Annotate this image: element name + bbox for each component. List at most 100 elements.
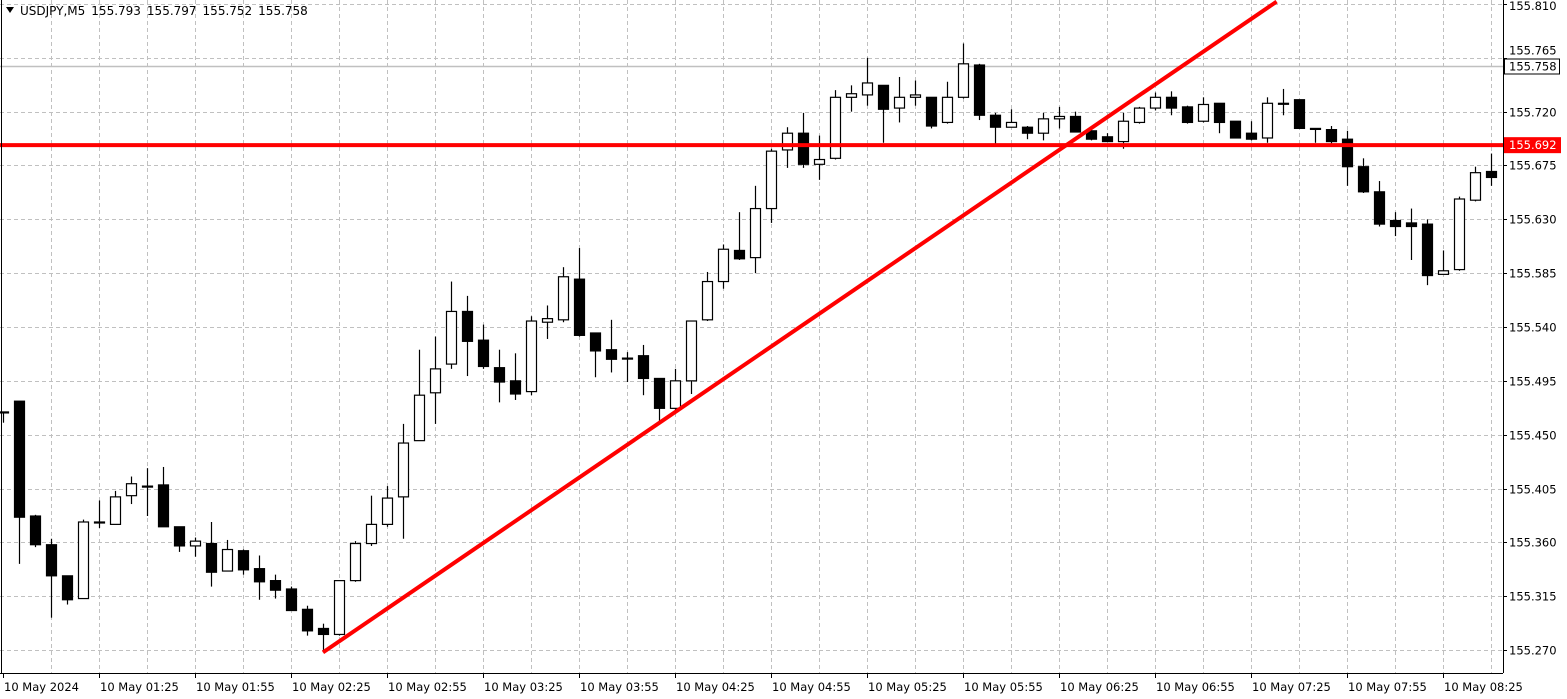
candle-body xyxy=(1037,118,1050,134)
candle xyxy=(829,90,842,160)
drawn-lines[interactable] xyxy=(0,0,1503,655)
candle-body xyxy=(973,64,986,116)
candle xyxy=(621,352,634,383)
candle-body xyxy=(141,485,154,488)
candle-body xyxy=(605,349,618,360)
candle xyxy=(509,353,522,400)
time-tick-label: 10 May 05:55 xyxy=(964,680,1043,694)
candle xyxy=(77,519,90,600)
candle xyxy=(1245,121,1258,141)
candle xyxy=(1053,106,1066,129)
candle xyxy=(349,541,362,582)
candle xyxy=(653,377,666,422)
candle-body xyxy=(253,568,266,583)
candle xyxy=(333,580,346,636)
candle-body xyxy=(1165,96,1178,109)
candle xyxy=(765,148,778,223)
candles xyxy=(0,43,1498,653)
candle xyxy=(1197,97,1210,123)
collapse-triangle-icon[interactable] xyxy=(6,7,14,13)
candle-body xyxy=(269,580,282,591)
candle xyxy=(1277,88,1290,116)
candle xyxy=(685,320,698,394)
candle-body xyxy=(413,394,426,442)
candle xyxy=(637,344,650,396)
candle xyxy=(141,468,154,517)
candle-body xyxy=(669,380,682,409)
candle xyxy=(205,521,218,587)
candle-body xyxy=(1245,132,1258,140)
candle xyxy=(541,305,554,339)
trend-line[interactable] xyxy=(321,0,1278,655)
price-tick-label: 155.270 xyxy=(1509,644,1557,658)
candle xyxy=(1133,106,1146,124)
time-tick-label: 10 May 05:25 xyxy=(868,680,947,694)
candle-body xyxy=(589,332,602,352)
candle xyxy=(477,324,490,369)
candle xyxy=(1357,158,1370,194)
time-tick-label: 10 May 07:55 xyxy=(1348,680,1427,694)
time-tick-label: 10 May 04:55 xyxy=(772,680,851,694)
candle-body xyxy=(701,280,714,321)
candle xyxy=(29,514,42,548)
price-tick-label: 155.630 xyxy=(1509,213,1557,227)
candle xyxy=(1261,97,1274,143)
candle xyxy=(893,76,906,123)
time-tick-label: 10 May 07:25 xyxy=(1252,680,1331,694)
candle xyxy=(1453,196,1466,271)
candle xyxy=(397,423,410,539)
candle-body xyxy=(861,82,874,96)
candle-body xyxy=(93,521,106,524)
candle xyxy=(429,336,442,424)
candle-body xyxy=(1389,219,1402,228)
candle-body xyxy=(1085,130,1098,140)
candle-body xyxy=(205,542,218,573)
candle xyxy=(413,349,426,442)
candle xyxy=(701,271,714,322)
candle-body xyxy=(989,114,1002,128)
grid xyxy=(0,0,1503,673)
candle xyxy=(365,495,378,546)
candle-body xyxy=(653,377,666,409)
time-tick-label: 10 May 02:55 xyxy=(388,680,467,694)
candle-body xyxy=(285,588,298,612)
candle-body xyxy=(1277,102,1290,105)
candle xyxy=(0,411,10,423)
candle xyxy=(93,500,106,528)
candle xyxy=(1213,102,1226,134)
time-tick-label: 10 May 01:25 xyxy=(100,680,179,694)
candle-body xyxy=(1373,191,1386,225)
candle xyxy=(909,80,922,106)
candle xyxy=(285,586,298,612)
bid-price-label: 155.758 xyxy=(1509,60,1557,74)
candle-body xyxy=(1293,99,1306,130)
candle-body xyxy=(749,207,762,259)
candle-body xyxy=(1325,129,1338,143)
candle-body xyxy=(941,96,954,124)
price-tick-label: 155.360 xyxy=(1509,536,1557,550)
candle xyxy=(45,538,58,618)
candle xyxy=(781,127,794,168)
candle-body xyxy=(317,627,330,636)
candle xyxy=(157,466,170,528)
candle-body xyxy=(733,249,746,260)
price-tick-label: 155.405 xyxy=(1509,483,1557,497)
candle xyxy=(1373,181,1386,227)
candle-body xyxy=(909,94,922,98)
candle-body xyxy=(717,248,730,283)
candle-body xyxy=(621,357,634,360)
candle-body xyxy=(637,355,650,380)
candle-body xyxy=(1005,121,1018,128)
candle-body xyxy=(365,523,378,545)
candle-body xyxy=(397,442,410,498)
candle-body xyxy=(685,320,698,382)
candle-body xyxy=(1437,270,1450,275)
candle-body xyxy=(0,411,10,414)
candle xyxy=(1293,99,1306,130)
candle xyxy=(189,537,202,557)
candle-body xyxy=(845,93,858,98)
candle xyxy=(317,623,330,653)
candle xyxy=(589,332,602,378)
